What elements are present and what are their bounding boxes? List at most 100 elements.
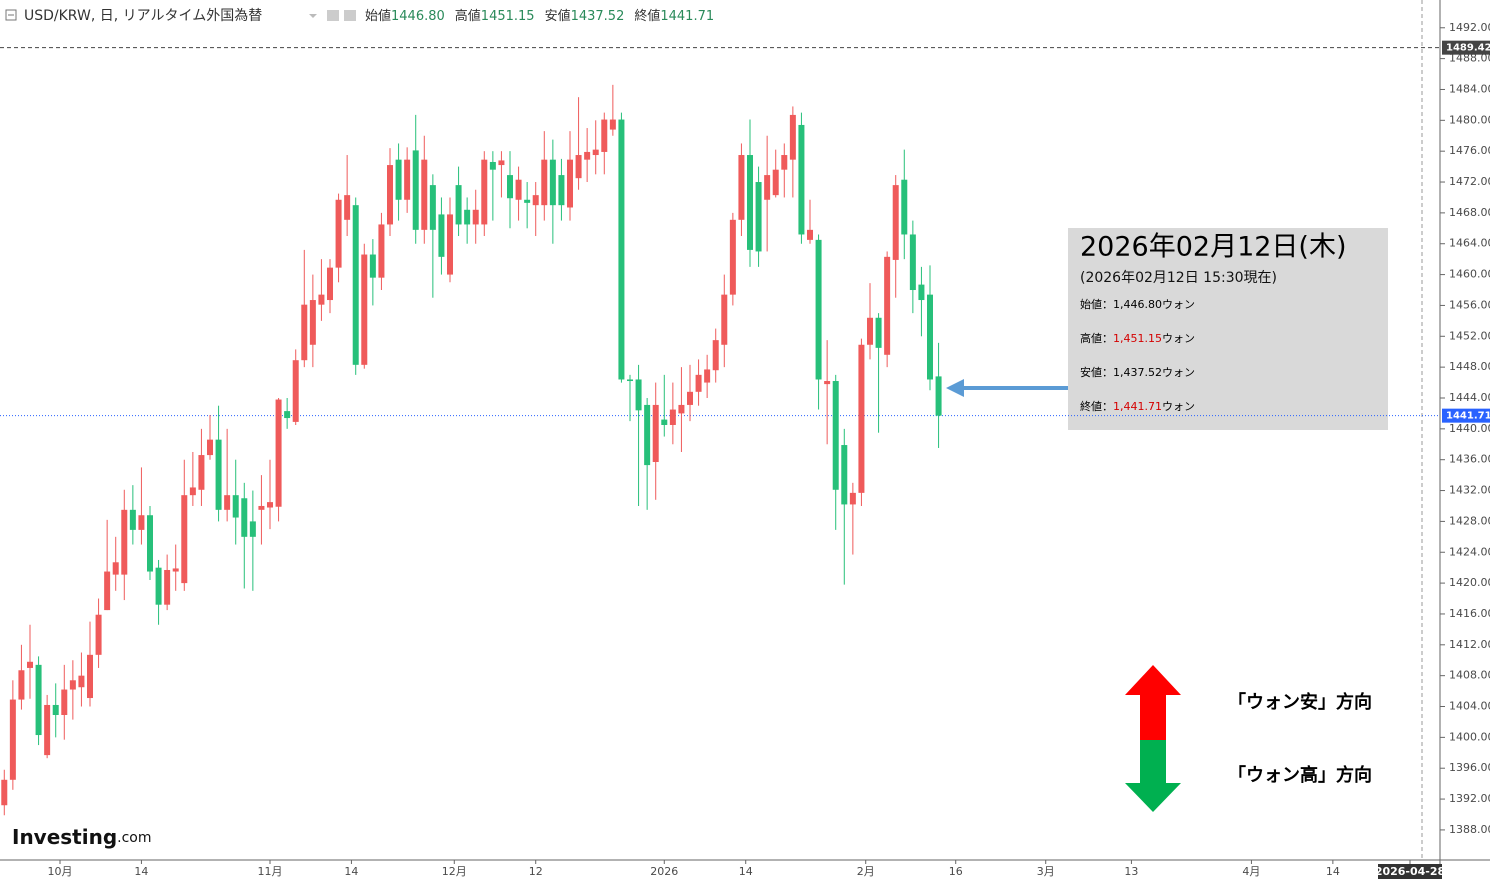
price-label-bg [1442, 408, 1490, 423]
candle-body [378, 224, 385, 278]
candle-body [164, 569, 171, 605]
pointer-head [946, 379, 964, 397]
dropdown[interactable] [309, 14, 317, 18]
x-tick-label: 10月 [48, 865, 73, 878]
candle-body [892, 185, 899, 260]
candle-body [198, 455, 205, 490]
candle-body [918, 284, 925, 301]
candle-body [807, 229, 813, 240]
candle-body [121, 509, 128, 575]
candle-body [335, 199, 342, 268]
info-unit: ウォン [1162, 332, 1195, 345]
ohlc-value: 1437.52 [571, 9, 625, 24]
y-tick-label: 1424.00 [1449, 545, 1490, 558]
y-tick-label: 1412.00 [1449, 638, 1490, 651]
candle-body [387, 165, 393, 225]
price-label: 1441.71 [1446, 411, 1490, 422]
symbol-title: USD/KRW, 日, リアルタイム外国為替 [24, 8, 262, 24]
candle-body [1, 779, 8, 806]
down-arrow [1125, 740, 1181, 812]
collapse-icon [5, 9, 17, 21]
candle-body [104, 571, 111, 611]
candle-body [215, 439, 222, 510]
info-value: 1,451.15 [1113, 332, 1162, 345]
candle-body [781, 155, 788, 170]
candle-body [232, 495, 239, 518]
candle-body [35, 664, 42, 736]
ohlc-value: 1451.15 [481, 9, 535, 24]
candle-body [687, 391, 693, 405]
x-tick-label: 14 [134, 865, 148, 878]
x-tick-label: 11月 [258, 865, 283, 878]
x-tick-label: 16 [949, 865, 963, 878]
y-tick-label: 1480.00 [1449, 113, 1490, 126]
candle-body [849, 492, 856, 505]
candle-body [567, 159, 573, 208]
candle-body [627, 379, 633, 382]
ohlc-value: 1446.80 [391, 9, 445, 24]
x-tick-label: 3月 [1037, 865, 1055, 878]
candle-body [669, 409, 676, 425]
candle-body [884, 256, 891, 355]
candle-body [678, 404, 685, 414]
info-separator: ： [1102, 366, 1113, 379]
x-tick-label: 14 [1326, 865, 1340, 878]
info-separator: ： [1102, 298, 1113, 311]
candle-body [858, 344, 865, 493]
info-row: 終値：1,441.71ウォン [1080, 399, 1195, 413]
y-tick-label: 1396.00 [1449, 761, 1490, 774]
candle-body [87, 654, 93, 699]
info-label: 高値 [1080, 331, 1102, 345]
candle-body [927, 294, 933, 380]
candle-body [772, 169, 779, 196]
y-tick-label: 1468.00 [1449, 206, 1490, 219]
y-tick-label: 1436.00 [1449, 453, 1490, 466]
candle-body [292, 360, 299, 422]
info-date: 2026年02月12日(木) [1080, 232, 1347, 263]
icon[interactable] [344, 10, 356, 21]
y-tick-label: 1416.00 [1449, 607, 1490, 620]
candle-body [935, 376, 942, 416]
candle-body [421, 159, 428, 230]
candle-body [412, 150, 419, 230]
candle-body [284, 411, 291, 419]
candle-body [129, 509, 136, 530]
ohlc-value: 1441.71 [660, 9, 714, 24]
info-unit: ウォン [1162, 400, 1195, 413]
icon[interactable] [327, 10, 339, 21]
logo-suffix: .com [117, 830, 151, 846]
candle-body [901, 179, 908, 235]
x-tick-label-bg [1378, 864, 1442, 879]
candle-body [909, 234, 916, 291]
candle-body [712, 340, 719, 371]
candle-body [27, 661, 33, 668]
candle-body [524, 199, 531, 203]
y-tick-label: 1452.00 [1449, 329, 1490, 342]
ohlc-label: 始値 [365, 8, 391, 24]
candle-body [472, 209, 479, 225]
ohlc-header-item: 終値1441.71 [634, 8, 714, 24]
x-tick-label: 2026-04-28 [1375, 865, 1445, 878]
candle-body [44, 704, 51, 756]
candle-body [661, 419, 668, 425]
candle-body [429, 185, 436, 230]
candle-body [78, 675, 85, 688]
candle-body [498, 160, 505, 166]
candle-body [95, 614, 102, 655]
candle-body [738, 155, 745, 220]
candle-body [327, 267, 333, 301]
candle-body [258, 505, 265, 510]
candle-body [241, 498, 248, 537]
pointer-arrow [946, 379, 1068, 397]
y-tick-label: 1460.00 [1449, 268, 1490, 281]
ohlc-header-item: 高値1451.15 [455, 8, 535, 24]
candle-body [18, 670, 25, 700]
candle-body [747, 155, 753, 250]
candle-body [181, 495, 188, 584]
candle-body [507, 175, 513, 199]
candle-body [841, 445, 848, 505]
candle-body [867, 317, 873, 345]
candle-body [318, 294, 325, 305]
